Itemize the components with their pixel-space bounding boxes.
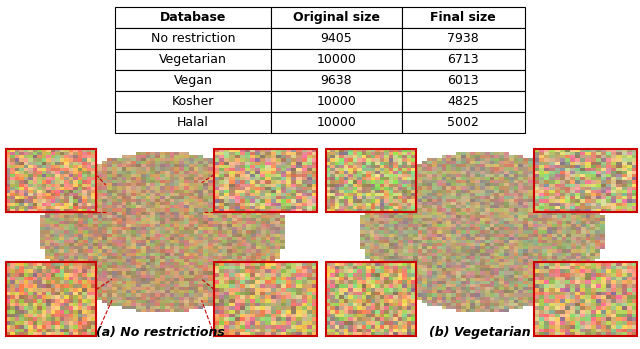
Bar [402,112,525,133]
Bar [6,262,96,336]
Bar [115,91,271,112]
Text: Halal: Halal [177,116,209,129]
Bar [402,49,525,70]
Bar [271,28,402,49]
Text: Vegetarian: Vegetarian [159,53,227,66]
Bar [115,70,271,91]
Text: 10000: 10000 [316,95,356,108]
Bar [214,149,317,212]
Bar [115,28,271,49]
Bar [326,262,416,336]
Bar [6,149,96,212]
Bar [326,149,416,212]
Bar [402,7,525,28]
Text: 10000: 10000 [316,116,356,129]
Text: (b) Vegetarian: (b) Vegetarian [429,326,531,339]
Bar [271,112,402,133]
Text: (a) No restrictions: (a) No restrictions [95,326,225,339]
Text: 6013: 6013 [447,74,479,87]
Text: 5002: 5002 [447,116,479,129]
Bar [214,262,317,336]
Bar [271,7,402,28]
Text: 10000: 10000 [316,53,356,66]
Text: 4825: 4825 [447,95,479,108]
Bar [115,49,271,70]
Text: Final size: Final size [431,11,496,24]
Text: 6713: 6713 [447,53,479,66]
FancyBboxPatch shape [6,149,96,212]
Text: 9405: 9405 [321,32,352,45]
Text: Kosher: Kosher [172,95,214,108]
Bar [115,7,271,28]
Bar [271,49,402,70]
Bar [402,28,525,49]
Text: 7938: 7938 [447,32,479,45]
Text: 9638: 9638 [321,74,352,87]
Text: Original size: Original size [293,11,380,24]
Bar [402,91,525,112]
Bar [534,262,637,336]
Bar [271,70,402,91]
Bar [402,70,525,91]
Bar [115,112,271,133]
Bar [271,91,402,112]
Text: Database: Database [160,11,226,24]
Text: No restriction: No restriction [151,32,236,45]
Bar [534,149,637,212]
Text: Vegan: Vegan [173,74,212,87]
